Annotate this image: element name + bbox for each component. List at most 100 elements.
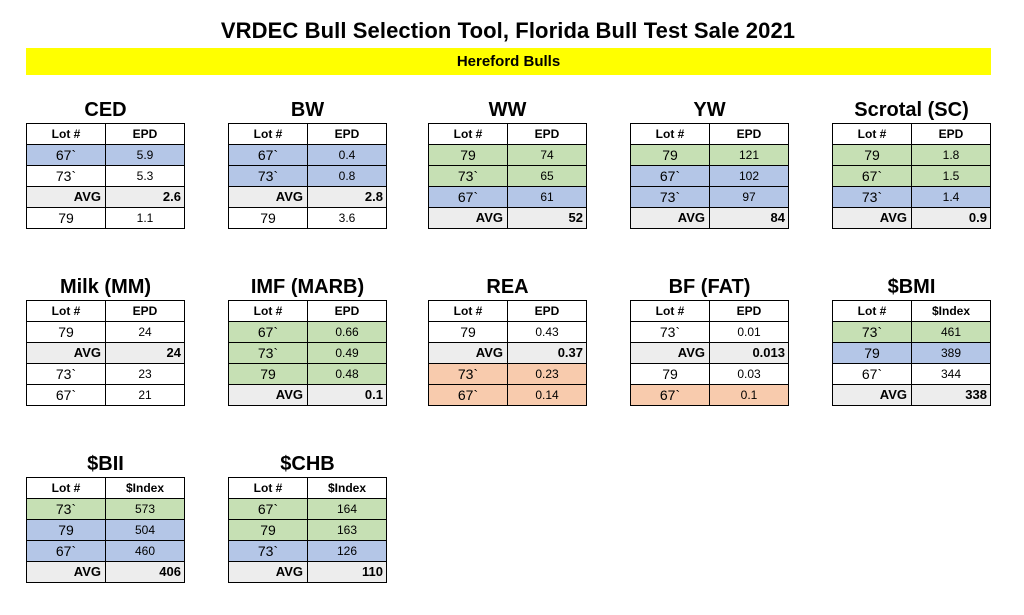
lot-cell: 79 — [228, 363, 308, 385]
index-table: Lot # $Index 73` 573 79 504 67` 460 AVG 406 — [26, 477, 185, 583]
epd-table: Lot # EPD 79 1.8 67` 1.5 73` 1.4 AVG 0.9 — [832, 123, 991, 229]
table-row: 67` 0.1 — [630, 384, 789, 406]
table-row: 73` 461 — [832, 321, 991, 343]
table-row: 67` 5.9 — [26, 144, 185, 166]
lot-cell: 73` — [26, 165, 106, 187]
table-block-milk: Milk (MM) Lot # EPD 79 24 AVG 24 73` 23 67` 2… — [26, 274, 185, 406]
index-table: Lot # $Index 67` 164 79 163 73` 126 AVG 110 — [228, 477, 387, 583]
lot-cell: 67` — [228, 498, 308, 520]
lot-cell: 79 — [26, 519, 106, 541]
table-block-bf: BF (FAT) Lot # EPD 73` 0.01 AVG 0.013 79 0.0… — [630, 274, 789, 406]
table-block-rea: REA Lot # EPD 79 0.43 AVG 0.37 73` 0.23 67` 0… — [428, 274, 587, 406]
value-cell: 0.66 — [307, 321, 387, 343]
value-cell: 461 — [911, 321, 991, 343]
table-row: 67` 102 — [630, 165, 789, 187]
average-row: AVG 52 — [428, 207, 587, 229]
lot-cell: AVG — [26, 561, 106, 583]
lot-cell: 79 — [630, 363, 710, 385]
lot-cell: 79 — [228, 519, 308, 541]
table-row: 67` 0.14 — [428, 384, 587, 406]
table-row: 79 504 — [26, 519, 185, 541]
lot-cell: 67` — [26, 540, 106, 562]
value-cell: 0.013 — [709, 342, 789, 364]
value-cell: 121 — [709, 144, 789, 166]
table-row: 73` 5.3 — [26, 165, 185, 187]
value-cell: 163 — [307, 519, 387, 541]
lot-cell: AVG — [228, 561, 308, 583]
lot-cell: 79 — [26, 321, 106, 343]
value-cell: 573 — [105, 498, 185, 520]
table-row: 67` 344 — [832, 363, 991, 385]
lot-cell: 67` — [832, 363, 912, 385]
average-row: AVG 2.6 — [26, 186, 185, 208]
header-lot: Lot # — [832, 300, 912, 322]
value-cell: 97 — [709, 186, 789, 208]
header-lot: Lot # — [428, 123, 508, 145]
table-block-scrotal: Scrotal (SC) Lot # EPD 79 1.8 67` 1.5 73` 1.… — [832, 97, 991, 229]
lot-cell: AVG — [228, 186, 308, 208]
header-epd: EPD — [911, 123, 991, 145]
lot-cell: 79 — [228, 207, 308, 229]
lot-cell: 73` — [228, 540, 308, 562]
epd-table: Lot # EPD 73` 0.01 AVG 0.013 79 0.03 67` 0.1 — [630, 300, 789, 406]
header-epd: EPD — [507, 123, 587, 145]
value-cell: 5.9 — [105, 144, 185, 166]
table-row: 79 163 — [228, 519, 387, 541]
value-cell: 74 — [507, 144, 587, 166]
lot-cell: AVG — [228, 384, 308, 406]
table-block-ww: WW Lot # EPD 79 74 73` 65 67` 61 AVG 52 — [428, 97, 587, 229]
header-epd: EPD — [105, 300, 185, 322]
average-row: AVG 24 — [26, 342, 185, 364]
header-lot: Lot # — [228, 300, 308, 322]
table-row: 79 1.1 — [26, 207, 185, 229]
value-cell: 504 — [105, 519, 185, 541]
lot-cell: 67` — [428, 384, 508, 406]
table-title: YW — [693, 99, 726, 121]
value-cell: 126 — [307, 540, 387, 562]
value-cell: 102 — [709, 165, 789, 187]
value-cell: 0.4 — [307, 144, 387, 166]
table-row: 73` 573 — [26, 498, 185, 520]
value-cell: 110 — [307, 561, 387, 583]
table-row: 73` 126 — [228, 540, 387, 562]
table-row: 67` 0.4 — [228, 144, 387, 166]
table-row: 73` 23 — [26, 363, 185, 385]
epd-table: Lot # EPD 67` 0.4 73` 0.8 AVG 2.8 79 3.6 — [228, 123, 387, 229]
table-row: 79 1.8 — [832, 144, 991, 166]
lot-cell: 67` — [228, 144, 308, 166]
table-title: WW — [488, 99, 527, 121]
table-title: Milk (MM) — [59, 276, 152, 298]
value-cell: 1.4 — [911, 186, 991, 208]
value-cell: 65 — [507, 165, 587, 187]
lot-cell: 73` — [428, 363, 508, 385]
average-row: AVG 0.9 — [832, 207, 991, 229]
table-row: 79 74 — [428, 144, 587, 166]
table-title: CED — [84, 99, 127, 121]
header-lot: Lot # — [228, 123, 308, 145]
lot-cell: 67` — [832, 165, 912, 187]
value-cell: 5.3 — [105, 165, 185, 187]
table-block-yw: YW Lot # EPD 79 121 67` 102 73` 97 AVG 84 — [630, 97, 789, 229]
lot-cell: 73` — [832, 321, 912, 343]
average-row: AVG 2.8 — [228, 186, 387, 208]
lot-cell: 67` — [228, 321, 308, 343]
header-epd: EPD — [307, 123, 387, 145]
header-epd: EPD — [709, 300, 789, 322]
header-epd: EPD — [507, 300, 587, 322]
value-cell: 21 — [105, 384, 185, 406]
table-row: 67` 21 — [26, 384, 185, 406]
epd-table: Lot # EPD 67` 0.66 73` 0.49 79 0.48 AVG 0.1 — [228, 300, 387, 406]
lot-cell: 73` — [832, 186, 912, 208]
value-cell: 0.9 — [911, 207, 991, 229]
table-row: 79 24 — [26, 321, 185, 343]
value-cell: 338 — [911, 384, 991, 406]
index-table: Lot # $Index 73` 461 79 389 67` 344 AVG 338 — [832, 300, 991, 406]
header-lot: Lot # — [832, 123, 912, 145]
value-cell: 0.23 — [507, 363, 587, 385]
value-cell: 0.14 — [507, 384, 587, 406]
value-cell: 164 — [307, 498, 387, 520]
table-block-bii: $BII Lot # $Index 73` 573 79 504 67` 460 AVG… — [26, 451, 185, 583]
average-row: AVG 0.37 — [428, 342, 587, 364]
value-cell: 1.8 — [911, 144, 991, 166]
table-block-bmi: $BMI Lot # $Index 73` 461 79 389 67` 344 AVG… — [832, 274, 991, 406]
